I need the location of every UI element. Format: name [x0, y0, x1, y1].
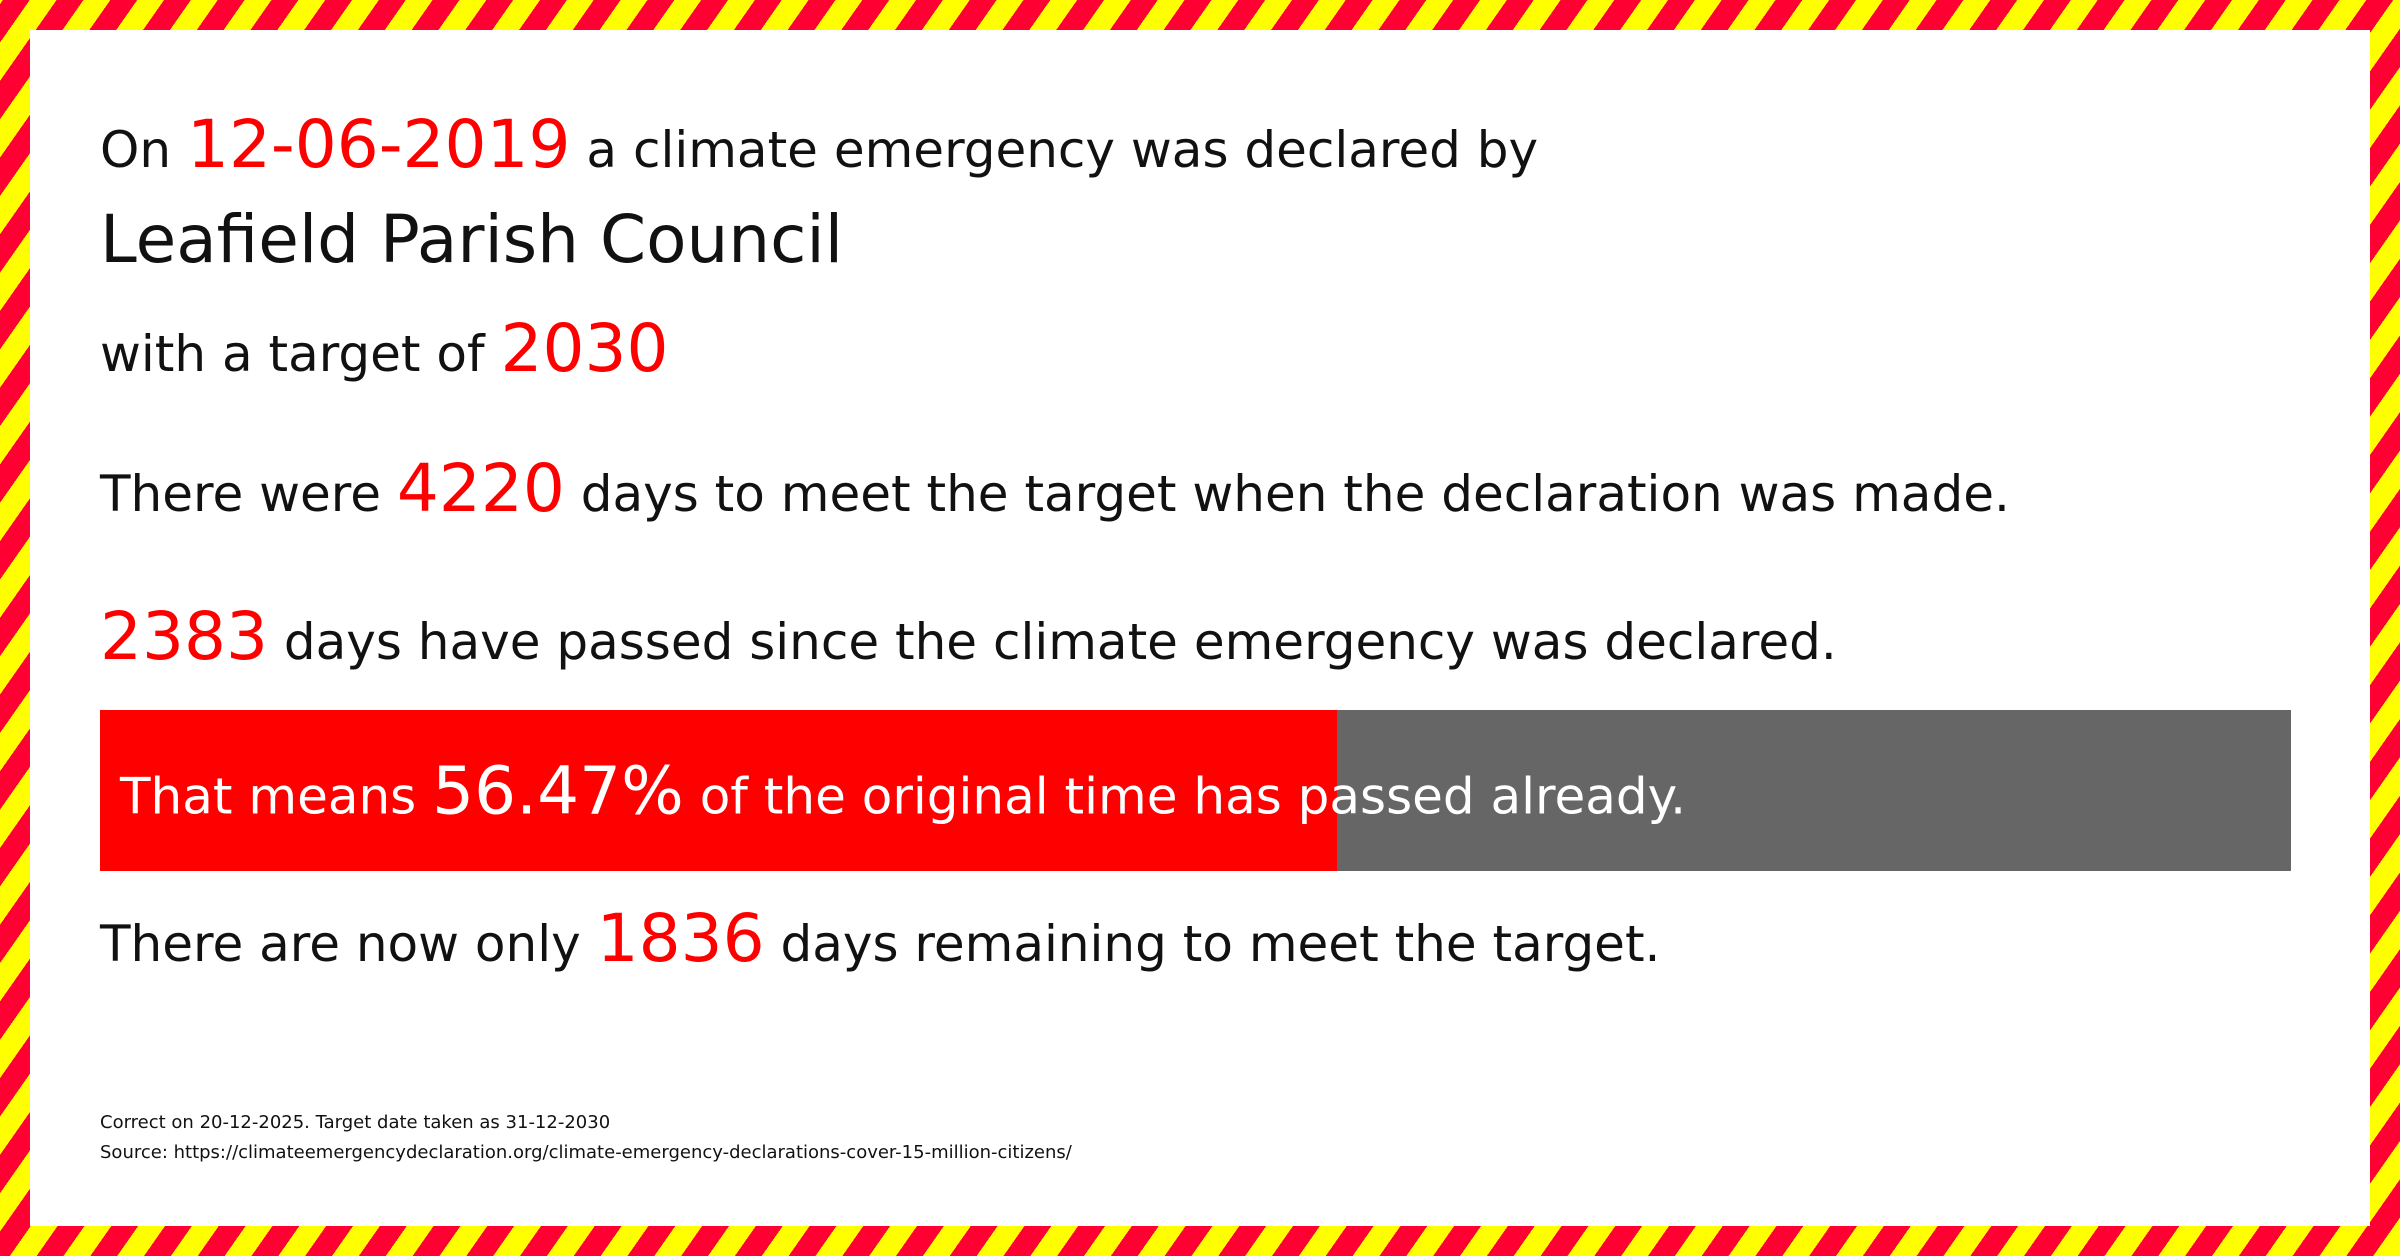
declaration-line: On 12-06-2019 a climate emergency was de…: [100, 112, 1538, 178]
source-note: Source: https://climateemergencydeclarat…: [100, 1142, 1072, 1163]
progress-suffix: of the original time has passed already.: [699, 767, 1687, 825]
progress-prefix: That means: [120, 767, 417, 825]
total-days-suffix: days to meet the target when the declara…: [580, 465, 2010, 523]
progress-bar-fill: [100, 710, 1338, 871]
total-days-prefix: There were: [100, 465, 381, 523]
passed-days-line: 2383 days have passed since the climate …: [100, 604, 1837, 670]
target-year: 2030: [500, 310, 669, 387]
progress-text: That means 56.47% of the original time h…: [120, 752, 1686, 829]
content-panel: [30, 30, 2370, 1226]
progress-percent: 56.47%: [432, 752, 684, 829]
passed-days-suffix: days have passed since the climate emerg…: [283, 613, 1837, 671]
remaining-days-suffix: days remaining to meet the target.: [780, 915, 1661, 973]
on-label: On: [100, 121, 172, 179]
council-name: Leafield Parish Council: [100, 201, 844, 278]
total-days-value: 4220: [396, 450, 565, 527]
remaining-days-value: 1836: [596, 900, 765, 977]
target-line: with a target of 2030: [100, 316, 669, 382]
target-label: with a target of: [100, 325, 485, 383]
declaration-date: 12-06-2019: [186, 106, 571, 183]
total-days-line: There were 4220 days to meet the target …: [100, 456, 2010, 522]
progress-bar: That means 56.47% of the original time h…: [100, 710, 2291, 871]
correct-on-note: Correct on 20-12-2025. Target date taken…: [100, 1112, 611, 1133]
passed-days-value: 2383: [100, 598, 268, 675]
declared-by-label: a climate emergency was declared by: [586, 121, 1539, 179]
remaining-days-line: There are now only 1836 days remaining t…: [100, 906, 1660, 972]
remaining-days-prefix: There are now only: [100, 915, 581, 973]
